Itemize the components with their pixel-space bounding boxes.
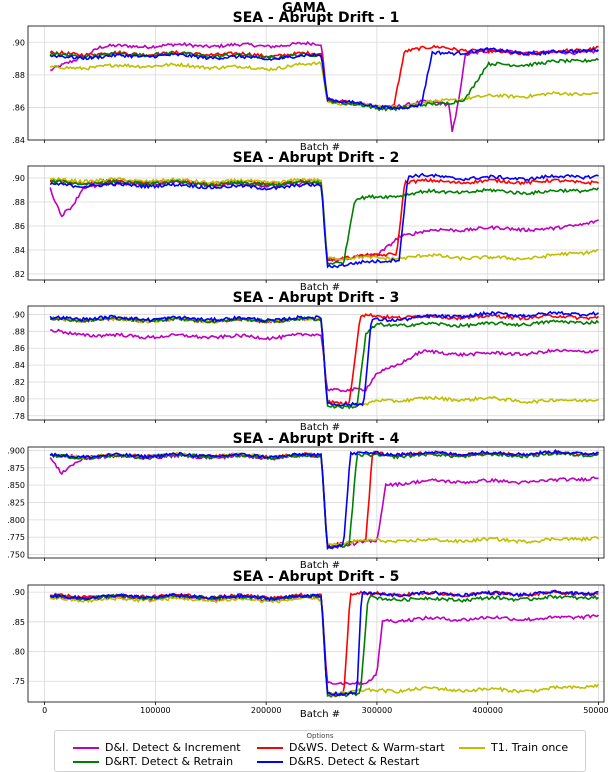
y-tick-label: .86 bbox=[12, 222, 25, 231]
series-line-drs bbox=[49, 310, 599, 407]
legend-item-t1: T1. Train once bbox=[459, 741, 568, 754]
legend-swatch-t1 bbox=[459, 746, 485, 749]
y-tick-label: .90 bbox=[12, 310, 25, 319]
legend-item-di: D&I. Detect & Increment bbox=[73, 741, 241, 754]
plot-frame bbox=[27, 446, 605, 559]
x-axis-label: Batch # bbox=[300, 142, 340, 153]
series-line-drs bbox=[49, 172, 599, 269]
legend-item-drs: D&RS. Detect & Restart bbox=[257, 755, 419, 768]
y-tick-label: .80 bbox=[12, 648, 25, 657]
y-tick-label: .75 bbox=[12, 677, 25, 686]
legend-swatch-dws bbox=[257, 746, 283, 749]
legend-item-drt: D&RT. Detect & Retrain bbox=[73, 755, 233, 768]
legend-swatch-drs bbox=[257, 760, 283, 763]
panels: SEA - Abrupt Drift - 1 .84 .86 .88 .90 Batch … bbox=[7, 10, 608, 715]
y-tick-label: .78 bbox=[12, 412, 25, 421]
plot-frame bbox=[27, 165, 605, 281]
plot-frame bbox=[27, 305, 605, 421]
y-tick-label: .82 bbox=[12, 270, 25, 279]
y-tick-label: .84 bbox=[12, 136, 25, 145]
y-tick-label: .850 bbox=[7, 481, 25, 490]
x-axis-label: Batch # bbox=[300, 282, 340, 293]
y-tick-label: .82 bbox=[12, 378, 25, 387]
legend-title: Options bbox=[306, 732, 334, 740]
legend-label-dws: D&WS. Detect & Warm-start bbox=[289, 741, 445, 754]
panel-3: SEA - Abrupt Drift - 3 .78 .80 .82 .84 .86 .88… bbox=[12, 290, 605, 433]
legend-label-drs: D&RS. Detect & Restart bbox=[289, 755, 420, 768]
legend-label-t1: T1. Train once bbox=[491, 741, 569, 754]
y-tick-label: .86 bbox=[12, 344, 25, 353]
y-tick-label: .800 bbox=[7, 516, 25, 525]
panel-4: SEA - Abrupt Drift - 4 .750 .775 .800 .825 .8… bbox=[7, 431, 605, 571]
legend: Options D&I. Detect & Increment D&WS. De… bbox=[54, 730, 586, 772]
y-tick-label: .86 bbox=[12, 103, 25, 112]
y-tick-label: .825 bbox=[7, 499, 25, 508]
legend-swatch-drt bbox=[73, 760, 99, 763]
legend-label-di: D&I. Detect & Increment bbox=[105, 741, 241, 754]
y-tick-label: .750 bbox=[7, 551, 25, 560]
panel-2: SEA - Abrupt Drift - 2 .82 .84 .86 .88 .90 Bat… bbox=[12, 150, 605, 293]
y-tick-label: .88 bbox=[12, 71, 25, 80]
x-tick-label: 500000 bbox=[583, 706, 608, 715]
x-axis-label: Batch # bbox=[300, 422, 340, 433]
y-tick-label: .775 bbox=[7, 533, 25, 542]
x-tick-label: 0 bbox=[42, 706, 47, 715]
y-tick-label: .900 bbox=[7, 446, 25, 455]
y-tick-label: .84 bbox=[12, 361, 25, 370]
series-line-drs bbox=[49, 589, 599, 697]
series-line-drs bbox=[49, 46, 599, 111]
y-tick-label: .90 bbox=[12, 38, 25, 47]
x-tick-label: 200000 bbox=[251, 706, 282, 715]
y-tick-label: .90 bbox=[12, 588, 25, 597]
x-tick-label: 400000 bbox=[472, 706, 503, 715]
x-axis-label: Batch # bbox=[300, 560, 340, 571]
panel-5: SEA - Abrupt Drift - 5 .75 .80 .85 .90 0 10000… bbox=[12, 569, 608, 715]
legend-label-drt: D&RT. Detect & Retrain bbox=[105, 755, 234, 768]
panel-title: SEA - Abrupt Drift - 3 bbox=[233, 290, 400, 306]
plot-frame bbox=[27, 25, 605, 141]
y-tick-label: .80 bbox=[12, 395, 25, 404]
figure-suptitle: GAMA bbox=[282, 1, 326, 16]
y-tick-label: .84 bbox=[12, 246, 25, 255]
panel-1: SEA - Abrupt Drift - 1 .84 .86 .88 .90 Batch … bbox=[12, 10, 605, 153]
panel-title: SEA - Abrupt Drift - 2 bbox=[233, 150, 400, 166]
x-tick-label: 100000 bbox=[140, 706, 171, 715]
legend-swatch-di bbox=[73, 746, 99, 749]
y-tick-label: .90 bbox=[12, 174, 25, 183]
panel-title: SEA - Abrupt Drift - 1 bbox=[233, 10, 400, 26]
y-tick-label: .875 bbox=[7, 464, 25, 473]
x-tick-label: 300000 bbox=[362, 706, 393, 715]
y-tick-label: .88 bbox=[12, 327, 25, 336]
series-line-drs bbox=[49, 448, 599, 551]
y-tick-label: .85 bbox=[12, 618, 25, 627]
plot-frame bbox=[27, 584, 605, 703]
y-tick-label: .88 bbox=[12, 198, 25, 207]
panel-title: SEA - Abrupt Drift - 4 bbox=[233, 431, 400, 447]
panel-title: SEA - Abrupt Drift - 5 bbox=[233, 569, 400, 585]
bottom-x-axis-label: Batch # bbox=[300, 709, 340, 720]
legend-item-dws: D&WS. Detect & Warm-start bbox=[257, 741, 445, 754]
